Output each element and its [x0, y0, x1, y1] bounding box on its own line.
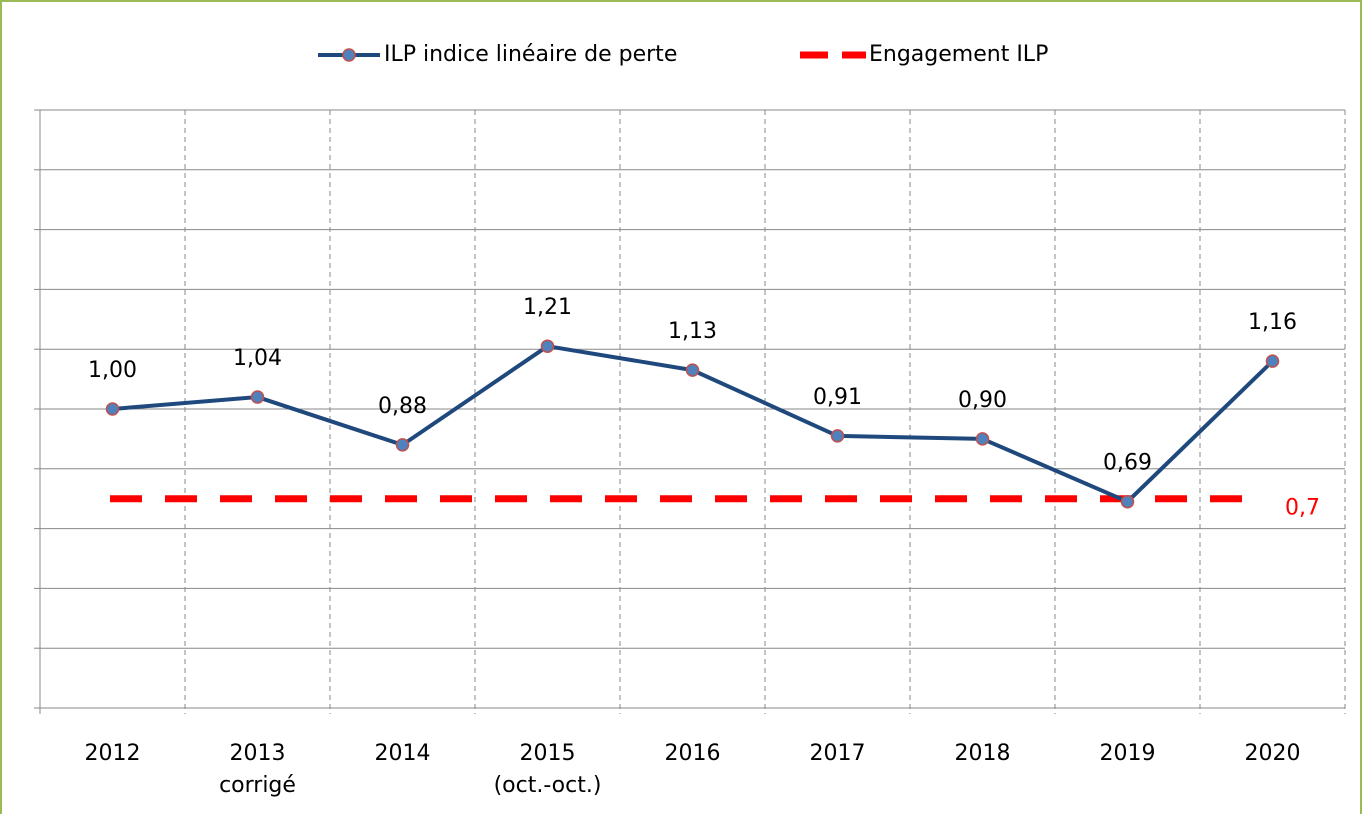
x-tick-label: 2017: [809, 741, 866, 766]
x-tick-label: 2020: [1244, 741, 1301, 766]
reference-label: 0,7: [1285, 496, 1320, 521]
x-tick-label: 2014: [374, 741, 431, 766]
legend-marker: [342, 48, 356, 62]
data-point: [1120, 494, 1135, 509]
data-label: 0,88: [378, 394, 427, 419]
x-tick-label: 2016: [664, 741, 721, 766]
x-tick-label: 2019: [1099, 741, 1156, 766]
data-point: [250, 390, 265, 404]
data-point: [1265, 354, 1280, 368]
x-tick-label: 2018: [954, 741, 1011, 766]
legend-label: Engagement ILP: [869, 42, 1048, 67]
data-point: [685, 363, 700, 377]
data-label: 0,91: [813, 385, 862, 410]
data-label: 1,13: [668, 319, 717, 344]
data-point: [540, 339, 555, 353]
data-label: 1,21: [523, 295, 572, 320]
data-label: 1,16: [1248, 310, 1297, 335]
x-tick-label: 2015 (oct.-oct.): [493, 741, 602, 798]
x-tick-label: 2012: [84, 741, 141, 766]
data-point: [105, 402, 120, 416]
data-label: 1,00: [88, 358, 137, 383]
data-point: [830, 429, 845, 443]
x-tick-label: 2013 corrigé: [219, 741, 296, 798]
data-point: [395, 438, 410, 452]
data-label: 1,04: [233, 346, 282, 371]
data-label: 0,90: [958, 388, 1007, 413]
legend-label: ILP indice linéaire de perte: [384, 42, 677, 67]
data-point: [975, 432, 990, 446]
data-label: 0,69: [1103, 451, 1152, 476]
